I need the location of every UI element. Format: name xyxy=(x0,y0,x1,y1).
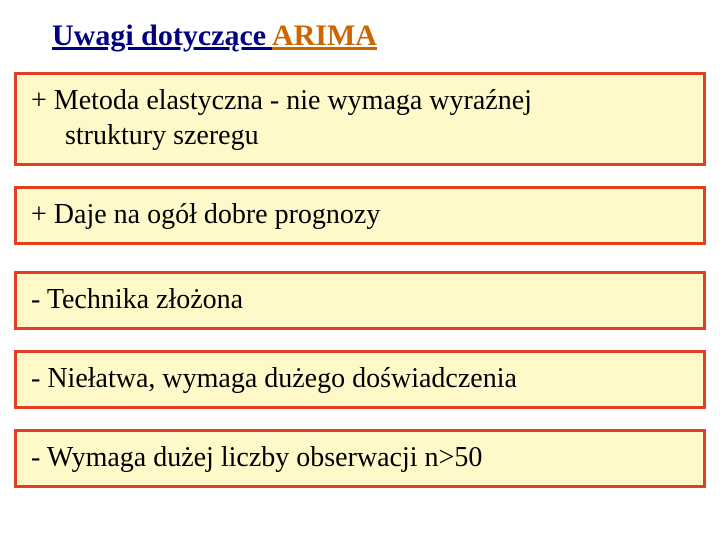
box-3-text: - Technika złożona xyxy=(31,284,243,315)
slide-title: Uwagi dotyczące ARIMA xyxy=(52,18,712,54)
box-1-line-1: + Metoda elastyczna - nie wymaga wyraźne… xyxy=(31,85,532,116)
title-prefix: Uwagi dotyczące xyxy=(52,19,272,52)
box-minus-3: - Wymaga dużej liczby obserwacji n>50 xyxy=(14,429,706,488)
box-2-text: + Daje na ogół dobre prognozy xyxy=(31,199,380,230)
box-5-text: - Wymaga dużej liczby obserwacji n>50 xyxy=(31,442,482,473)
title-arima: ARIMA xyxy=(272,19,377,52)
spacer xyxy=(8,409,712,429)
spacer xyxy=(8,330,712,350)
spacer xyxy=(8,166,712,186)
box-plus-2: + Daje na ogół dobre prognozy xyxy=(14,186,706,245)
box-plus-1: + Metoda elastyczna - nie wymaga wyraźne… xyxy=(14,72,706,166)
box-1-line-2: struktury szeregu xyxy=(31,118,689,153)
spacer xyxy=(8,245,712,271)
box-4-text: - Niełatwa, wymaga dużego doświadczenia xyxy=(31,363,517,394)
box-minus-2: - Niełatwa, wymaga dużego doświadczenia xyxy=(14,350,706,409)
box-minus-1: - Technika złożona xyxy=(14,271,706,330)
slide-root: Uwagi dotyczące ARIMA + Metoda elastyczn… xyxy=(0,0,720,540)
